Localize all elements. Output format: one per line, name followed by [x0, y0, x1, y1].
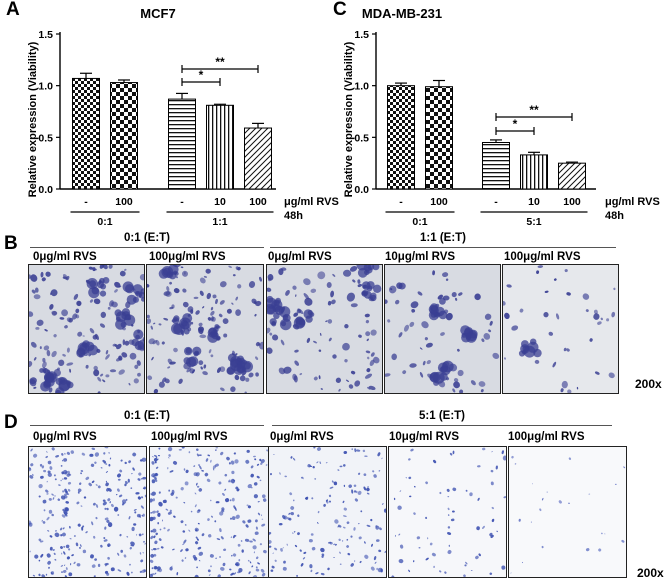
panel-d-image-label-2: 0μg/ml RVS [270, 431, 334, 443]
mb1-cells [147, 265, 263, 393]
panel-b-image-label-3: 10μg/ml RVS [385, 251, 456, 263]
mcf7-sig-label-1: ** [215, 55, 225, 69]
mda-y-tick-label-0: 0.0 [354, 184, 369, 196]
mda-category-label-4: 100 [563, 196, 581, 208]
mcf7-unit-label: μg/ml RVS [284, 196, 339, 208]
md0-cells [29, 447, 146, 577]
panel-b-micrograph-1 [146, 264, 264, 394]
mcf7-category-label-1: 100 [115, 196, 133, 208]
mb2-cells [267, 265, 382, 392]
panel-letter-a: A [6, 0, 20, 20]
panel-b-group-line-0 [30, 247, 264, 248]
mda-category-label-1: 100 [430, 196, 448, 208]
mcf7-y-axis-label: Relative expression (Viability) [27, 41, 39, 197]
panel-letter-c: C [333, 0, 347, 20]
mda-y-tick-label-1: 0.5 [354, 132, 369, 144]
mda-category-label-0: - [399, 196, 403, 208]
panel-b-image-label-1: 100μg/ml RVS [149, 251, 226, 263]
panel-d-image-label-3: 10μg/ml RVS [389, 431, 460, 443]
mcf7-category-label-2: - [180, 196, 184, 208]
chart-svg-mcf7: MCF7 Relative expression (Viability) 0.0 0.… [27, 6, 339, 228]
panel-d-magnification: 200x [637, 566, 664, 580]
md4-cells [510, 455, 626, 574]
panel-letter-d: D [4, 412, 18, 433]
mcf7-bar-0 [72, 77, 100, 190]
mcf7-y-tick-label-1: 0.5 [38, 132, 53, 144]
mcf7-bar-4 [244, 127, 272, 190]
mcf7-y-tick-label-0: 0.0 [38, 184, 53, 196]
panel-d-micrograph-1 [149, 446, 269, 578]
mcf7-chart-title: MCF7 [140, 6, 175, 21]
panel-d-group-line-1 [272, 425, 612, 426]
mda-y-axis-label: Relative expression (Viability) [343, 41, 355, 197]
panel-d-micrograph-3 [388, 446, 507, 578]
mcf7-bar-3 [206, 104, 234, 190]
mcf7-bar-1 [110, 82, 138, 190]
mcf7-bar-2 [168, 98, 196, 190]
panel-b-micrograph-2 [266, 264, 383, 394]
panel-b-image-label-0: 0μg/ml RVS [33, 251, 97, 263]
mb3-cells [385, 270, 500, 393]
panel-b-image-label-4: 100μg/ml RVS [504, 251, 581, 263]
mcf7-group-label-0: 0:1 [97, 216, 112, 228]
panel-letter-b: B [4, 233, 18, 254]
md0-background [29, 447, 146, 577]
mcf7-sig-label-0: * [199, 68, 204, 82]
mcf7-time-label: 48h [284, 210, 303, 222]
panel-d-micrograph-0 [28, 446, 147, 578]
mda-bar-0 [387, 85, 415, 190]
panel-b-group-label-1: 1:1 (E:T) [420, 232, 466, 244]
mb4-cells [503, 265, 616, 393]
mda-bar-4 [558, 162, 586, 190]
panel-d-micrograph-4 [508, 446, 627, 578]
mda-bar-2 [482, 142, 510, 190]
mda-y-tick-label-2: 1.0 [354, 81, 369, 93]
mcf7-group-label-1: 1:1 [212, 216, 227, 228]
panel-b-group-line-1 [270, 247, 616, 248]
mda-unit-label: μg/ml RVS [605, 196, 660, 208]
panel-b-magnification: 200x [635, 377, 662, 391]
panel-d-image-label-4: 100μg/ml RVS [508, 431, 585, 443]
panel-b-group-label-0: 0:1 (E:T) [124, 232, 170, 244]
mda-category-label-2: - [494, 196, 498, 208]
md4-background [509, 447, 626, 577]
md3-background [389, 447, 506, 577]
chart-svg-mda-mb-231: MDA-MB-231 Relative expression (Viability… [343, 6, 660, 228]
mda-bar-1 [425, 86, 453, 190]
mda-sig-label-0: * [513, 117, 518, 131]
mda-sig-label-1: ** [529, 103, 539, 117]
mda-y-tick-label-3: 1.5 [354, 29, 369, 41]
mcf7-category-label-0: - [84, 196, 88, 208]
panel-d-micrograph-2 [268, 446, 387, 578]
md2-cells [269, 447, 386, 577]
panel-d-image-label-1: 100μg/ml RVS [151, 431, 228, 443]
panel-b-image-label-2: 0μg/ml RVS [268, 251, 332, 263]
md2-background [269, 447, 386, 577]
mda-chart-title: MDA-MB-231 [362, 6, 442, 21]
bar-chart-mcf7: MCF7 Relative expression (Viability) 0.0 0.… [0, 0, 339, 230]
mcf7-category-label-3: 10 [214, 196, 226, 208]
md1-background [150, 447, 268, 577]
mcf7-y-tick-label-3: 1.5 [38, 29, 53, 41]
mcf7-category-label-4: 100 [249, 196, 267, 208]
mda-group-label-1: 5:1 [526, 216, 541, 228]
bar-chart-mda-mb-231: MDA-MB-231 Relative expression (Viability… [330, 0, 670, 230]
panel-d-image-label-0: 0μg/ml RVS [33, 431, 97, 443]
panel-d-group-label-0: 0:1 (E:T) [124, 410, 170, 422]
md1-cells [150, 447, 268, 577]
panel-d-group-label-1: 5:1 (E:T) [419, 410, 465, 422]
mcf7-y-tick-label-2: 1.0 [38, 81, 53, 93]
md3-cells [391, 447, 506, 577]
panel-b-micrograph-4 [502, 264, 619, 394]
mda-category-label-3: 10 [528, 196, 540, 208]
mb4-background [503, 265, 618, 393]
mda-time-label: 48h [605, 210, 624, 222]
mb0-cells [29, 265, 144, 393]
panel-d-group-line-0 [30, 425, 264, 426]
mda-group-label-0: 0:1 [412, 216, 427, 228]
panel-b-micrograph-0 [28, 264, 145, 394]
mda-bar-3 [520, 154, 548, 190]
panel-b-micrograph-3 [384, 264, 501, 394]
